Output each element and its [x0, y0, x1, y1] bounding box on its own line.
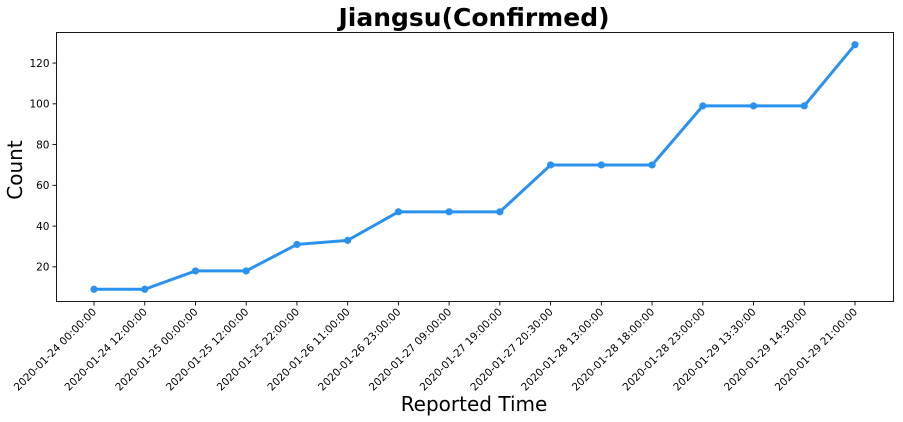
y-axis: 20 40 60 80 100 120 — [29, 58, 57, 274]
y-tick-label: 40 — [36, 221, 49, 233]
data-point — [344, 236, 352, 244]
series-line — [94, 43, 857, 291]
y-tick-label: 20 — [36, 262, 49, 274]
x-tick-label: 2020-01-28 18:00:00 — [570, 306, 657, 393]
chart-title: Jiangsu(Confirmed) — [336, 3, 609, 32]
data-point — [800, 102, 808, 110]
data-point — [445, 208, 453, 216]
data-point — [141, 285, 149, 293]
plot-frame — [56, 32, 894, 302]
x-tick-label: 2020-01-27 19:00:00 — [418, 306, 505, 393]
data-point — [597, 161, 605, 169]
y-tick-label: 120 — [29, 58, 49, 70]
data-point — [851, 41, 859, 49]
data-point — [293, 240, 301, 249]
data-point — [242, 267, 250, 275]
x-tick-label: 2020-01-25 12:00:00 — [164, 306, 251, 393]
x-tick-label: 2020-01-28 23:00:00 — [621, 306, 708, 393]
data-point — [648, 161, 656, 169]
x-tick-label: 2020-01-27 09:00:00 — [367, 306, 454, 393]
x-tick-label: 2020-01-25 00:00:00 — [113, 306, 200, 393]
x-tick-label: 2020-01-28 13:00:00 — [519, 306, 606, 393]
y-tick-label: 100 — [29, 99, 49, 111]
data-point — [90, 285, 98, 293]
data-point — [394, 208, 402, 216]
x-tick-label: 2020-01-29 14:30:00 — [722, 306, 809, 393]
data-point — [496, 208, 504, 216]
data-point — [699, 102, 707, 110]
x-axis-label: Reported Time — [401, 392, 548, 416]
data-point — [191, 267, 200, 275]
x-tick-label: 2020-01-29 13:30:00 — [671, 306, 758, 393]
series-confirmed — [90, 41, 859, 293]
x-tick-label: 2020-01-29 21:00:00 — [773, 306, 860, 393]
x-tick-label: 2020-01-25 22:00:00 — [215, 306, 302, 393]
x-tick-label: 2020-01-24 00:00:00 — [12, 306, 99, 393]
x-tick-label: 2020-01-26 11:00:00 — [265, 306, 352, 393]
data-point — [547, 161, 555, 169]
y-axis-label: Count — [3, 140, 27, 200]
y-tick-label: 80 — [36, 139, 49, 151]
x-tick-label: 2020-01-26 23:00:00 — [316, 306, 403, 393]
x-tick-label: 2020-01-27 20:30:00 — [468, 306, 555, 393]
data-point — [749, 102, 758, 110]
y-tick-label: 60 — [36, 180, 49, 192]
x-tick-label: 2020-01-24 12:00:00 — [63, 306, 150, 393]
